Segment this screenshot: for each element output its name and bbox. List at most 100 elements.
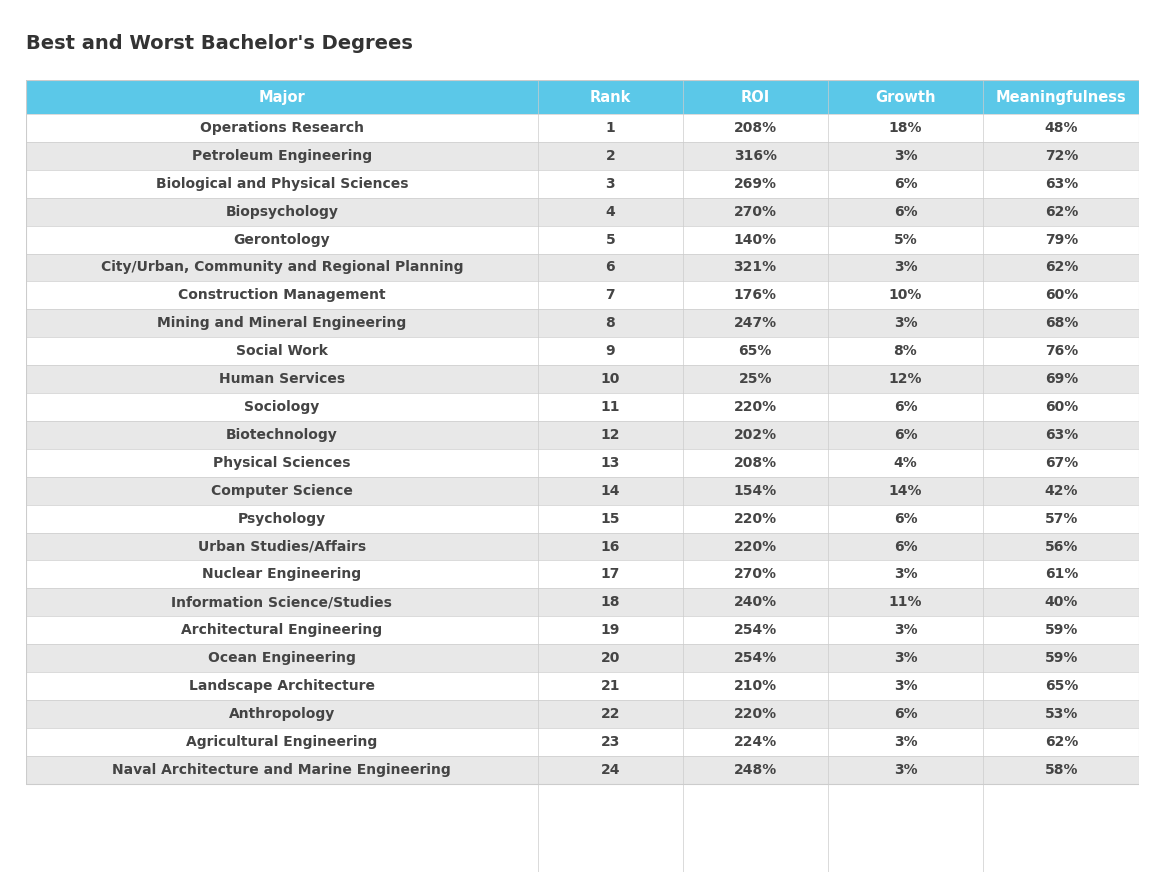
Bar bbox=[26, 644, 1139, 672]
Text: 59%: 59% bbox=[1045, 624, 1078, 637]
Text: 79%: 79% bbox=[1045, 233, 1078, 246]
Bar bbox=[26, 393, 1139, 421]
Text: 6: 6 bbox=[606, 260, 615, 275]
Text: 202%: 202% bbox=[734, 428, 777, 442]
Text: Rank: Rank bbox=[589, 90, 631, 104]
Text: 21: 21 bbox=[601, 679, 620, 693]
Text: 16: 16 bbox=[601, 540, 620, 554]
Text: City/Urban, Community and Regional Planning: City/Urban, Community and Regional Plann… bbox=[100, 260, 463, 275]
Text: 220%: 220% bbox=[734, 512, 777, 525]
Bar bbox=[26, 756, 1139, 784]
Text: Biopsychology: Biopsychology bbox=[225, 204, 338, 219]
Text: 3%: 3% bbox=[894, 651, 917, 665]
Text: Physical Sciences: Physical Sciences bbox=[213, 456, 351, 470]
Text: 1: 1 bbox=[606, 121, 615, 135]
Text: 42%: 42% bbox=[1045, 483, 1078, 498]
Bar bbox=[26, 198, 1139, 226]
Text: 11: 11 bbox=[601, 400, 620, 414]
Text: 72%: 72% bbox=[1045, 149, 1078, 163]
Text: 140%: 140% bbox=[734, 233, 777, 246]
Text: 8: 8 bbox=[606, 317, 615, 330]
Text: Mining and Mineral Engineering: Mining and Mineral Engineering bbox=[157, 317, 407, 330]
Bar bbox=[26, 142, 1139, 169]
Text: 57%: 57% bbox=[1045, 512, 1078, 525]
Text: 56%: 56% bbox=[1045, 540, 1078, 554]
Text: 69%: 69% bbox=[1045, 372, 1078, 386]
Text: 62%: 62% bbox=[1045, 204, 1078, 219]
Bar bbox=[26, 365, 1139, 393]
Text: 48%: 48% bbox=[1045, 121, 1078, 135]
Text: 25%: 25% bbox=[739, 372, 772, 386]
Text: 6%: 6% bbox=[894, 540, 917, 554]
Text: 254%: 254% bbox=[734, 624, 777, 637]
Text: 60%: 60% bbox=[1045, 288, 1078, 302]
Text: 63%: 63% bbox=[1045, 177, 1078, 191]
Text: Landscape Architecture: Landscape Architecture bbox=[189, 679, 375, 693]
Text: Computer Science: Computer Science bbox=[211, 483, 353, 498]
Text: Petroleum Engineering: Petroleum Engineering bbox=[192, 149, 372, 163]
Text: 10%: 10% bbox=[889, 288, 923, 302]
Bar bbox=[26, 421, 1139, 449]
Text: 67%: 67% bbox=[1045, 456, 1078, 470]
Text: 61%: 61% bbox=[1045, 567, 1078, 582]
Text: 62%: 62% bbox=[1045, 260, 1078, 275]
Text: 6%: 6% bbox=[894, 400, 917, 414]
Text: 6%: 6% bbox=[894, 512, 917, 525]
Text: Agricultural Engineering: Agricultural Engineering bbox=[186, 735, 377, 748]
Bar bbox=[26, 560, 1139, 589]
Text: Major: Major bbox=[259, 90, 305, 104]
Bar bbox=[26, 310, 1139, 337]
Text: Best and Worst Bachelor's Degrees: Best and Worst Bachelor's Degrees bbox=[26, 35, 412, 54]
Text: Anthropology: Anthropology bbox=[228, 706, 334, 721]
Text: 3%: 3% bbox=[894, 679, 917, 693]
Text: Growth: Growth bbox=[875, 90, 935, 104]
Text: Information Science/Studies: Information Science/Studies bbox=[171, 595, 393, 609]
Text: 3%: 3% bbox=[894, 260, 917, 275]
Text: 208%: 208% bbox=[734, 121, 777, 135]
Text: 210%: 210% bbox=[734, 679, 777, 693]
Text: 176%: 176% bbox=[734, 288, 777, 302]
Text: Ocean Engineering: Ocean Engineering bbox=[207, 651, 355, 665]
Text: 3%: 3% bbox=[894, 735, 917, 748]
Bar bbox=[26, 700, 1139, 728]
Text: 254%: 254% bbox=[734, 651, 777, 665]
Text: 248%: 248% bbox=[734, 763, 777, 777]
Text: 76%: 76% bbox=[1045, 344, 1078, 359]
Bar bbox=[26, 226, 1139, 253]
Text: 247%: 247% bbox=[734, 317, 777, 330]
Bar bbox=[26, 114, 1139, 142]
Bar bbox=[26, 337, 1139, 365]
Text: Nuclear Engineering: Nuclear Engineering bbox=[203, 567, 361, 582]
Text: Human Services: Human Services bbox=[219, 372, 345, 386]
Text: 11%: 11% bbox=[889, 595, 923, 609]
Text: 3%: 3% bbox=[894, 149, 917, 163]
Text: 23: 23 bbox=[601, 735, 620, 748]
Text: 13: 13 bbox=[601, 456, 620, 470]
Text: Biotechnology: Biotechnology bbox=[226, 428, 338, 442]
Text: Architectural Engineering: Architectural Engineering bbox=[182, 624, 382, 637]
Text: 14%: 14% bbox=[889, 483, 923, 498]
Bar bbox=[26, 728, 1139, 756]
Text: 18: 18 bbox=[601, 595, 620, 609]
Bar bbox=[26, 505, 1139, 533]
Text: 15: 15 bbox=[601, 512, 620, 525]
Text: Gerontology: Gerontology bbox=[233, 233, 330, 246]
Bar bbox=[683, 80, 827, 114]
Bar bbox=[538, 80, 683, 114]
Text: 6%: 6% bbox=[894, 428, 917, 442]
Text: 22: 22 bbox=[601, 706, 620, 721]
Text: 14: 14 bbox=[601, 483, 620, 498]
Text: 65%: 65% bbox=[739, 344, 772, 359]
Text: 6%: 6% bbox=[894, 706, 917, 721]
Text: 60%: 60% bbox=[1045, 400, 1078, 414]
Bar bbox=[26, 533, 1139, 560]
Bar bbox=[983, 80, 1139, 114]
Text: 3%: 3% bbox=[894, 763, 917, 777]
Text: 3%: 3% bbox=[894, 567, 917, 582]
Bar bbox=[26, 449, 1139, 476]
Text: 53%: 53% bbox=[1045, 706, 1078, 721]
Text: Meaningfulness: Meaningfulness bbox=[996, 90, 1127, 104]
Text: 12%: 12% bbox=[889, 372, 923, 386]
Text: Naval Architecture and Marine Engineering: Naval Architecture and Marine Engineerin… bbox=[112, 763, 451, 777]
Text: 10: 10 bbox=[601, 372, 620, 386]
